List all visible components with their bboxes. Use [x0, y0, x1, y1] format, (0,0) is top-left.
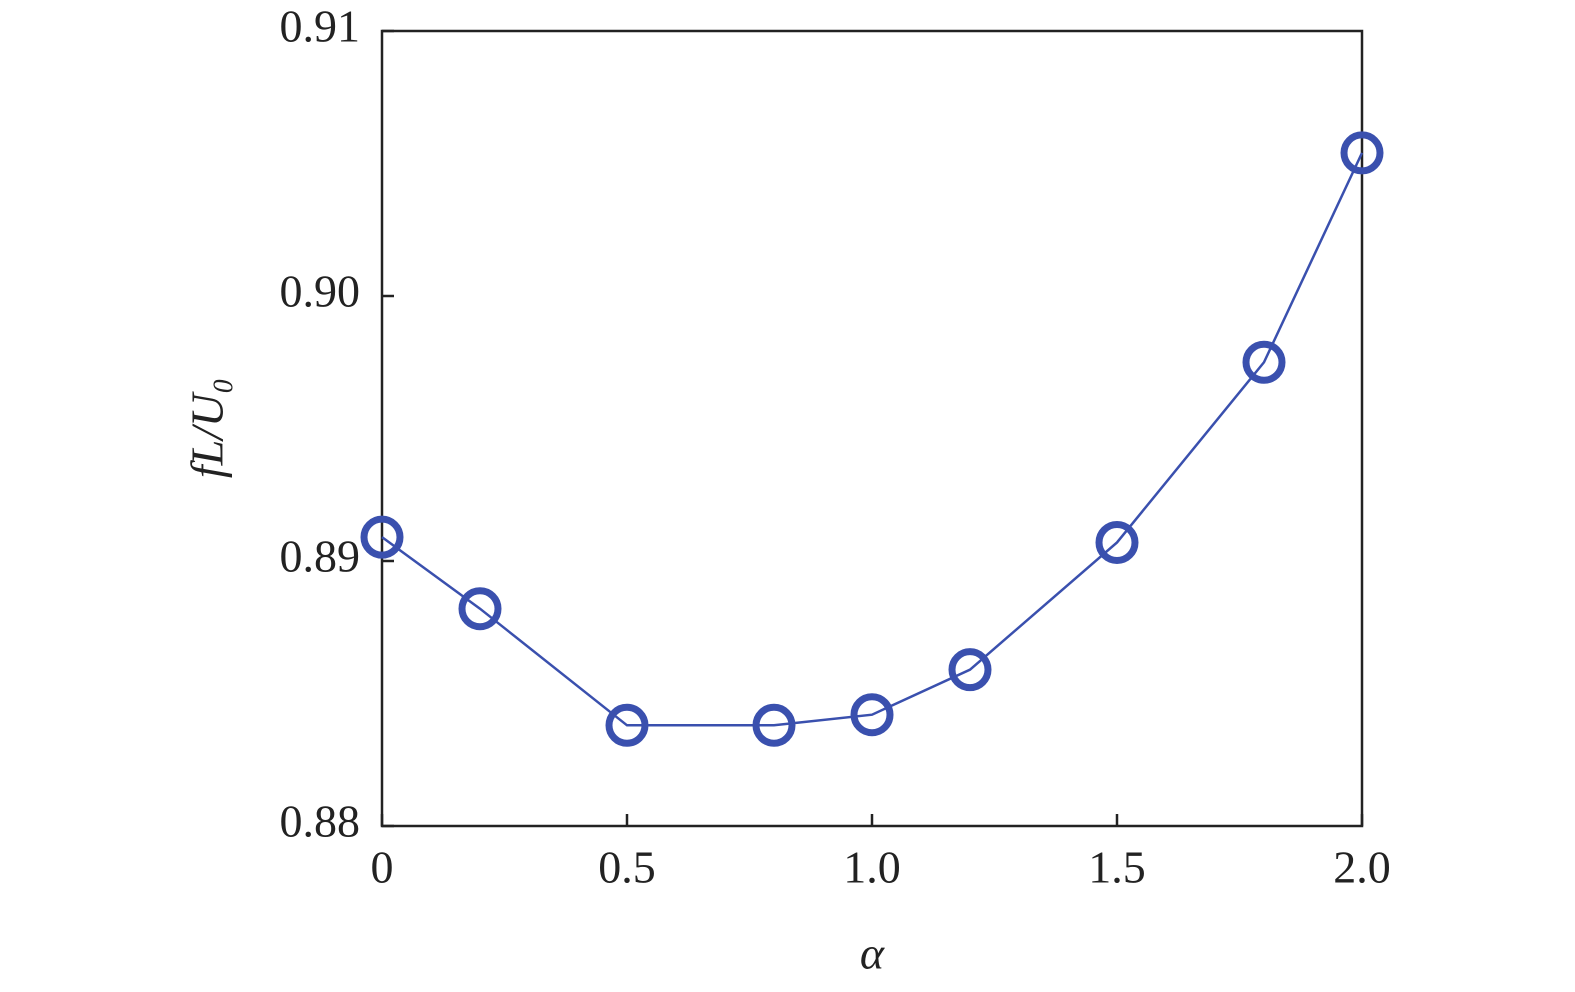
y-axis-label: fL/U₀	[182, 378, 233, 478]
series-line	[381, 152, 1364, 727]
x-tick-label: 1.5	[1088, 842, 1146, 893]
y-tick-label: 0.91	[280, 1, 361, 52]
point-marker	[752, 703, 796, 747]
y-tick-label: 0.88	[280, 796, 361, 847]
x-tick-label: 1.0	[843, 842, 901, 893]
x-axis-label: α	[860, 928, 885, 979]
point-marker	[458, 587, 502, 631]
plot-frame	[380, 29, 1364, 828]
point-marker	[948, 648, 992, 692]
point-marker	[850, 693, 894, 737]
point-marker	[1095, 520, 1139, 564]
point-marker	[1242, 340, 1286, 384]
point-marker	[1340, 131, 1384, 175]
y-tick-label: 0.89	[280, 531, 361, 582]
x-tick-label: 0	[371, 842, 394, 893]
y-tick-label: 0.90	[280, 266, 361, 317]
x-tick-label: 0.5	[598, 842, 656, 893]
point-marker	[360, 515, 404, 559]
point-marker	[605, 703, 649, 747]
x-tick-label: 2.0	[1333, 842, 1391, 893]
